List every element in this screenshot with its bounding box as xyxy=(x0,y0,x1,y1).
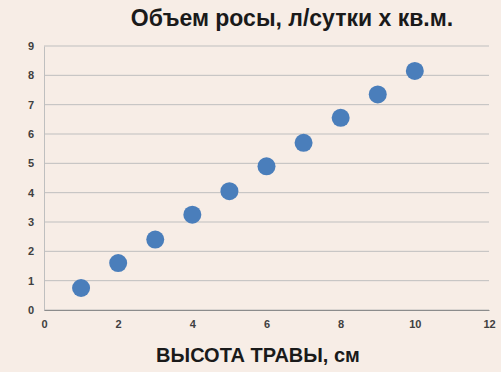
chart: 0123456789024681012Объем росы, л/сутки х… xyxy=(0,0,501,372)
y-tick: 3 xyxy=(28,216,44,228)
grid-line xyxy=(44,192,489,193)
y-tick: 6 xyxy=(28,128,44,140)
point xyxy=(183,206,201,224)
x-axis-line xyxy=(45,310,490,311)
grid xyxy=(44,46,489,310)
y-tick-label: 8 xyxy=(28,69,34,81)
y-tick-label: 1 xyxy=(28,275,34,287)
x-tick: 12 xyxy=(483,310,495,330)
grid-line xyxy=(44,251,489,252)
y-tick: 2 xyxy=(28,245,44,257)
point xyxy=(72,279,90,297)
x-tick-label: 10 xyxy=(409,318,421,330)
x-tick-label: 0 xyxy=(41,318,47,330)
grid-line xyxy=(44,222,489,223)
y-tick-label: 7 xyxy=(28,99,34,111)
x-tick-label: 6 xyxy=(264,318,270,330)
x-tick-label: 8 xyxy=(338,318,344,330)
x-tick-label: 4 xyxy=(190,318,197,330)
grid-line xyxy=(44,134,489,135)
point xyxy=(146,231,164,249)
y-axis: 0 1 2 3 4 5 6 7 8 9 xyxy=(28,40,45,316)
point xyxy=(406,62,424,80)
x-axis-title: ВЫСОТА ТРАВЫ, см xyxy=(156,344,360,366)
y-tick-label: 5 xyxy=(28,157,34,169)
x-tick: 10 xyxy=(409,310,421,330)
y-tick: 0 xyxy=(28,304,44,316)
y-tick: 7 xyxy=(28,99,44,111)
point xyxy=(369,85,387,103)
x-tick: 6 xyxy=(264,310,270,330)
y-tick: 5 xyxy=(28,157,44,169)
grid-line xyxy=(44,104,489,105)
y-tick-label: 3 xyxy=(28,216,34,228)
point xyxy=(220,182,238,200)
x-tick: 2 xyxy=(116,310,122,330)
x-tick-label: 2 xyxy=(116,318,122,330)
y-tick-label: 2 xyxy=(28,245,34,257)
point xyxy=(109,254,127,272)
grid-line xyxy=(44,280,489,281)
background xyxy=(0,0,501,372)
point xyxy=(258,157,276,175)
grid-line xyxy=(44,310,489,311)
x-tick: 8 xyxy=(338,310,344,330)
title: Объем росы, л/сутки х кв.м. xyxy=(131,5,453,31)
x-tick-label: 12 xyxy=(483,318,495,330)
y-axis-line xyxy=(44,47,45,311)
y-tick-label: 6 xyxy=(28,128,34,140)
y-tick-label: 4 xyxy=(28,187,35,199)
x-axis: 0 2 4 6 8 10 12 xyxy=(41,310,495,330)
y-tick: 4 xyxy=(28,187,44,199)
y-tick-label: 0 xyxy=(28,304,34,316)
plot: 0123456789024681012 xyxy=(28,40,496,330)
y-tick: 9 xyxy=(28,40,44,52)
point xyxy=(295,134,313,152)
points xyxy=(72,62,424,297)
x-tick: 4 xyxy=(190,310,197,330)
point xyxy=(332,109,350,127)
y-tick-label: 9 xyxy=(28,40,34,52)
grid-line xyxy=(44,46,489,47)
x-tick: 0 xyxy=(41,310,47,330)
y-tick: 8 xyxy=(28,69,44,81)
y-tick: 1 xyxy=(28,275,44,287)
